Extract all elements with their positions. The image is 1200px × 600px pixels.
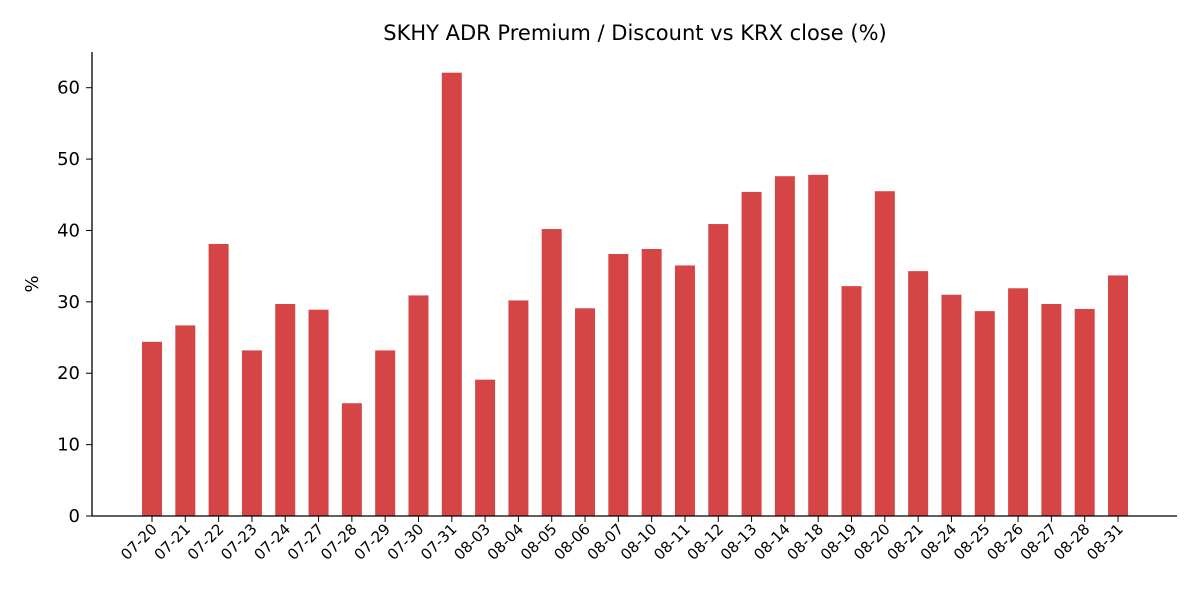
bars-group — [142, 72, 1128, 517]
bar-08-20 — [874, 191, 895, 516]
y-tick-label: 10 — [57, 435, 80, 456]
x-tick-label: 07-23 — [217, 520, 261, 564]
y-tick-label: 0 — [69, 506, 80, 527]
x-tick-label: 07-20 — [117, 520, 161, 564]
bar-08-05 — [541, 229, 562, 516]
bar-07-29 — [375, 350, 396, 516]
x-tick-label: 08-25 — [950, 520, 994, 564]
bar-08-14 — [774, 176, 795, 516]
y-tick-label: 60 — [57, 78, 80, 99]
x-tick-label: 08-04 — [484, 520, 528, 564]
x-tick-label: 08-24 — [917, 520, 961, 564]
x-tick-label: 07-28 — [317, 520, 361, 564]
x-tick-label: 08-19 — [817, 520, 861, 564]
bar-07-27 — [308, 309, 329, 516]
x-tick-label: 08-27 — [1017, 520, 1061, 564]
bar-07-20 — [142, 341, 162, 516]
x-tick-label: 08-13 — [717, 520, 761, 564]
x-tick-label: 08-18 — [783, 520, 827, 564]
x-tick-label: 08-03 — [450, 520, 494, 564]
bar-08-04 — [508, 300, 529, 516]
y-axis-ticks: 0 10 20 30 40 50 60 — [57, 78, 92, 527]
x-axis-ticks: 07-2007-2107-2207-2307-2407-2707-2807-29… — [117, 516, 1127, 564]
bar-07-30 — [408, 295, 429, 516]
bar-07-23 — [241, 350, 262, 516]
x-tick-label: 08-31 — [1083, 520, 1127, 564]
chart-title: SKHY ADR Premium / Discount vs KRX close… — [383, 21, 887, 45]
bar-08-10 — [641, 249, 662, 516]
bar-07-28 — [341, 403, 362, 516]
bar-08-25 — [974, 311, 995, 516]
x-tick-label: 07-24 — [251, 520, 295, 564]
bar-08-03 — [475, 379, 496, 516]
bar-08-19 — [841, 286, 862, 516]
x-tick-label: 08-14 — [750, 520, 794, 564]
y-tick-label: 30 — [57, 292, 80, 313]
x-tick-label: 08-05 — [517, 520, 561, 564]
x-tick-label: 08-06 — [550, 520, 594, 564]
bar-08-18 — [808, 174, 829, 516]
y-tick-label: 40 — [57, 220, 80, 241]
bar-07-22 — [208, 244, 229, 516]
bar-08-28 — [1074, 308, 1095, 516]
bar-07-24 — [275, 303, 296, 516]
bar-08-27 — [1041, 303, 1062, 516]
x-tick-label: 08-11 — [650, 520, 694, 564]
x-tick-label: 07-29 — [350, 520, 394, 564]
x-tick-label: 07-31 — [417, 520, 461, 564]
x-tick-label: 08-21 — [883, 520, 927, 564]
bar-07-31 — [441, 72, 462, 516]
x-tick-label: 07-30 — [384, 520, 428, 564]
bar-07-21 — [175, 325, 196, 516]
y-axis-label: % — [22, 275, 43, 292]
bar-08-13 — [741, 191, 762, 516]
y-tick-label: 50 — [57, 149, 80, 170]
x-tick-label: 07-22 — [184, 520, 228, 564]
x-tick-label: 07-27 — [284, 520, 328, 564]
bar-08-06 — [575, 308, 596, 516]
bar-08-07 — [608, 254, 629, 516]
x-tick-label: 08-28 — [1050, 520, 1094, 564]
x-tick-label: 08-12 — [684, 520, 728, 564]
bar-08-12 — [708, 224, 729, 517]
x-tick-label: 08-07 — [584, 520, 628, 564]
bar-08-21 — [908, 271, 929, 516]
bar-08-11 — [674, 265, 695, 516]
x-tick-label: 08-20 — [850, 520, 894, 564]
x-tick-label: 07-21 — [151, 520, 195, 564]
bar-08-24 — [941, 294, 962, 516]
bar-08-31 — [1108, 275, 1128, 516]
y-tick-label: 20 — [57, 363, 80, 384]
x-tick-label: 08-10 — [617, 520, 661, 564]
x-tick-label: 08-26 — [983, 520, 1027, 564]
bar-08-26 — [1008, 288, 1029, 516]
